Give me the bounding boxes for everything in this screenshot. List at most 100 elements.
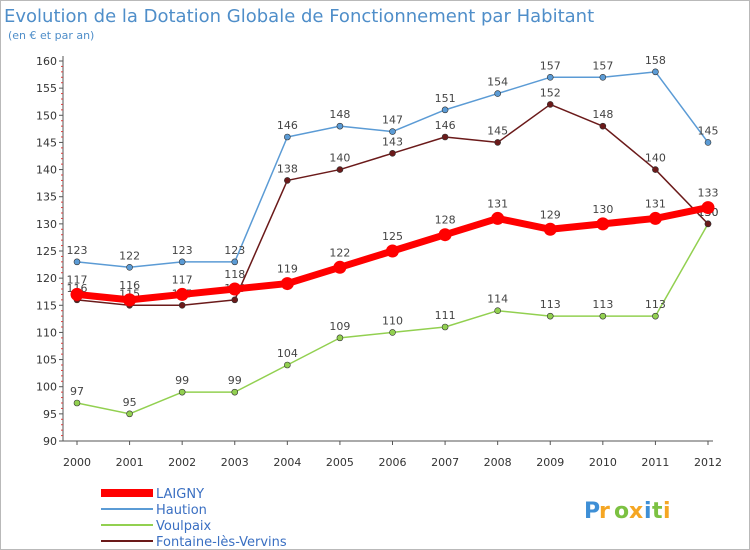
logo-letter: r xyxy=(599,499,610,524)
logo-letter: i xyxy=(644,499,652,524)
data-point xyxy=(336,122,344,130)
data-point xyxy=(599,122,607,130)
data-label: 148 xyxy=(329,108,350,121)
data-label: 99 xyxy=(175,374,189,387)
data-point xyxy=(704,139,712,146)
data-point xyxy=(546,101,554,108)
data-point xyxy=(123,293,137,307)
proxiti-logo: Pr o x i t i xyxy=(584,499,671,524)
data-point xyxy=(178,258,186,266)
data-label: 104 xyxy=(277,347,298,360)
data-point xyxy=(73,399,81,407)
data-point xyxy=(126,410,133,418)
data-label: 95 xyxy=(123,396,137,409)
x-tick-label: 2003 xyxy=(221,456,249,469)
data-label: 157 xyxy=(592,59,613,72)
y-tick-label: 110 xyxy=(36,326,57,339)
x-tick-label: 2007 xyxy=(431,456,459,469)
data-label: 138 xyxy=(277,162,298,175)
series-fontaine-l-s-vervins: 116115115116138140143146145152148140130 xyxy=(67,86,719,309)
data-label: 113 xyxy=(540,298,561,311)
chart-title: Evolution de la Dotation Globale de Fonc… xyxy=(4,6,594,27)
data-label: 146 xyxy=(435,119,456,132)
y-tick-label: 125 xyxy=(36,245,57,258)
data-point xyxy=(648,211,662,225)
legend: LAIGNYHautionVoulpaixFontaine-lès-Vervin… xyxy=(101,487,287,549)
data-point xyxy=(652,68,659,76)
data-point xyxy=(701,201,715,215)
data-point xyxy=(333,260,347,274)
x-tick-label: 2001 xyxy=(116,456,144,469)
data-point xyxy=(231,296,239,304)
data-label: 116 xyxy=(119,279,140,292)
data-point xyxy=(441,133,449,141)
data-label: 113 xyxy=(645,298,666,311)
logo-letter: x xyxy=(629,499,643,524)
data-label: 117 xyxy=(172,273,193,286)
data-point xyxy=(546,73,554,81)
data-label: 111 xyxy=(435,309,456,322)
y-tick-label: 105 xyxy=(36,354,57,367)
x-tick-label: 2004 xyxy=(273,456,301,469)
data-label: 140 xyxy=(329,152,350,165)
data-point xyxy=(494,90,501,97)
series-haution: 123 122 123 123 146 148 147 151 154 157 157 158 145 xyxy=(67,54,719,271)
data-point xyxy=(546,312,554,320)
data-point xyxy=(652,166,659,173)
data-label: 123 xyxy=(172,244,193,257)
data-label: 129 xyxy=(540,208,561,221)
data-point xyxy=(126,263,133,271)
y-tick-label: 130 xyxy=(36,218,57,231)
data-label: 130 xyxy=(592,203,613,216)
data-point xyxy=(704,220,712,228)
legend-label: LAIGNY xyxy=(156,487,204,502)
data-label: 154 xyxy=(487,76,508,89)
data-label: 145 xyxy=(487,124,508,137)
data-point xyxy=(599,312,607,320)
data-point xyxy=(280,277,294,291)
data-label: 97 xyxy=(70,385,84,398)
data-label: 125 xyxy=(382,230,403,243)
data-point xyxy=(438,228,452,242)
data-point xyxy=(336,166,344,173)
chart-subtitle: (en € et par an) xyxy=(8,29,94,42)
y-tick-label: 140 xyxy=(36,164,57,177)
logo-letter: i xyxy=(663,499,671,524)
data-point xyxy=(336,334,344,342)
data-label: 119 xyxy=(277,263,298,276)
data-point xyxy=(228,282,242,296)
data-label: 148 xyxy=(592,108,613,121)
data-label: 122 xyxy=(329,246,350,259)
x-tick-label: 2012 xyxy=(694,456,722,469)
data-label: 109 xyxy=(329,320,350,333)
data-point xyxy=(441,323,449,331)
data-point xyxy=(494,307,501,315)
x-tick-label: 2009 xyxy=(536,456,564,469)
data-point xyxy=(284,361,291,369)
series-layer: 123 122 123 123 146 148 147 151 154 157 157 158 145 9… xyxy=(67,54,719,418)
data-label: 145 xyxy=(698,124,719,137)
y-tick-label: 90 xyxy=(43,435,57,448)
data-point xyxy=(178,301,186,309)
data-point xyxy=(491,211,505,225)
data-point xyxy=(70,287,84,301)
y-tick-label: 135 xyxy=(36,191,57,204)
logo-letter: o xyxy=(614,499,629,524)
data-label: 146 xyxy=(277,119,298,132)
data-point xyxy=(389,149,396,157)
x-tick-label: 2000 xyxy=(63,456,91,469)
data-label: 99 xyxy=(228,374,242,387)
data-label: 140 xyxy=(645,152,666,165)
data-label: 122 xyxy=(119,249,140,262)
legend-label: Voulpaix xyxy=(156,519,212,534)
data-point xyxy=(389,329,396,336)
data-point xyxy=(652,312,659,320)
x-tick-label: 2010 xyxy=(589,456,617,469)
legend-label: Fontaine-lès-Vervins xyxy=(156,535,287,549)
data-label: 113 xyxy=(592,298,613,311)
data-point xyxy=(231,258,239,266)
data-label: 147 xyxy=(382,114,403,127)
data-label: 114 xyxy=(487,293,508,306)
data-label: 133 xyxy=(698,187,719,200)
